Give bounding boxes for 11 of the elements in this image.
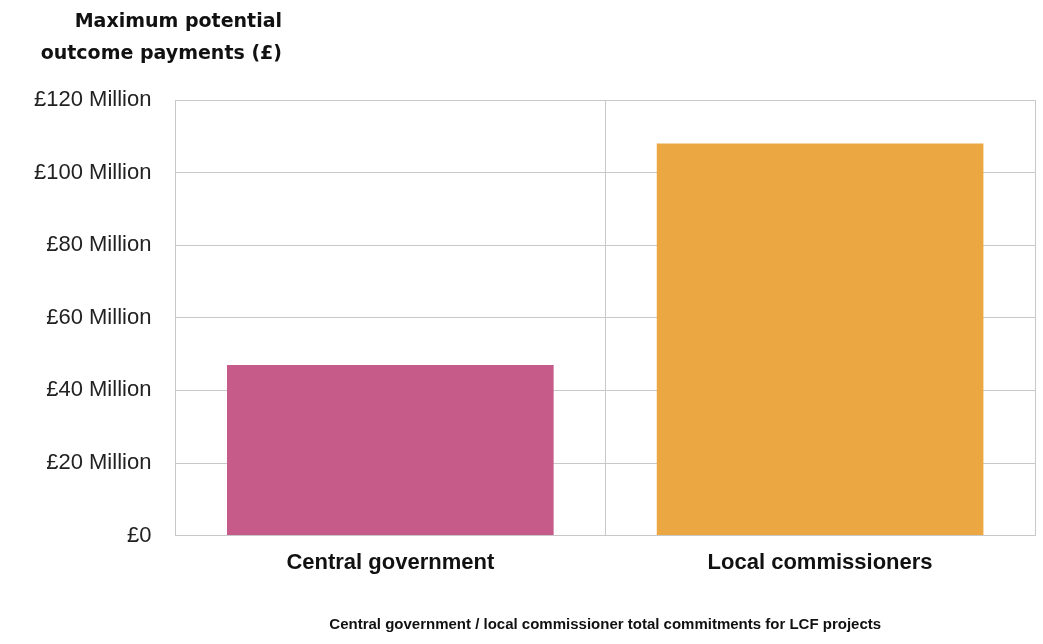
y-tick-label: £0 (126, 521, 152, 547)
x-axis-title: Central government / local commissioner total commitments for LCF projects (329, 615, 882, 633)
y-tick-label: £100 Million (34, 158, 152, 184)
x-tick-label: Central government (286, 548, 495, 574)
y-tick-label: £60 Million (46, 303, 152, 329)
y-tick-label: £120 Million (34, 86, 152, 112)
y-tick-label: £80 Million (46, 231, 152, 257)
y-tick-label: £40 Million (46, 376, 152, 402)
x-tick-label: Local commissioners (707, 548, 933, 574)
y-tick-label: £20 Million (46, 449, 152, 475)
y-axis-title: Maximum potential outcome payments (£) (39, 8, 282, 65)
